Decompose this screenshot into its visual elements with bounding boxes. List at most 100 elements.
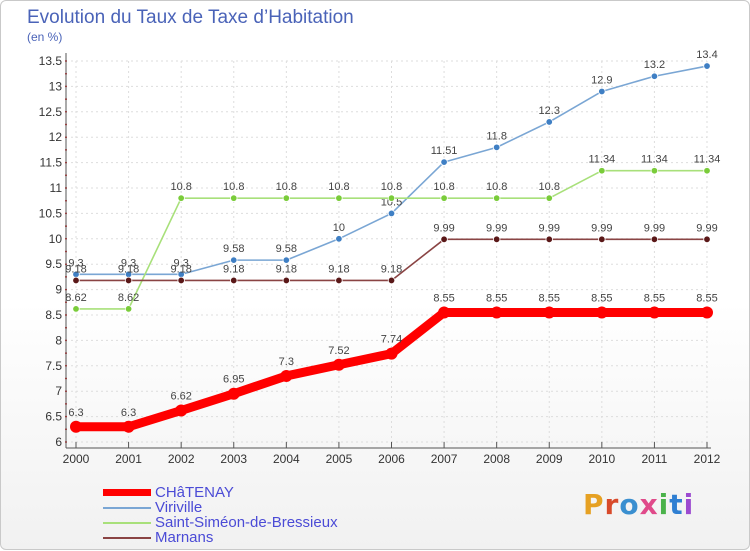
data-label: 9.58 [223,243,244,255]
data-point [598,87,606,96]
data-label: 9.99 [539,222,560,234]
data-label: 9.18 [65,263,86,275]
data-label: 6.95 [223,374,244,386]
y-tick-label: 9.5 [45,257,62,271]
data-label: 9.3 [121,257,136,269]
data-point [595,306,608,319]
data-label: 9.18 [118,263,139,275]
data-point [335,194,343,202]
x-tick-label: 2005 [326,452,353,466]
legend-swatch-saint-simeon [103,522,151,524]
data-point [230,256,238,264]
data-label: 8.62 [118,292,139,304]
data-point [124,276,133,285]
logo-letter: t [669,488,684,521]
data-label: 9.99 [696,222,717,234]
x-tick-label: 2002 [168,452,195,466]
data-point [177,194,185,202]
data-label: 9.18 [223,263,244,275]
data-point [703,167,711,175]
legend-swatch-marnans [103,537,151,539]
legend-label-saint-simeon: Saint-Siméon-de-Bressieux [155,514,338,531]
chart-unit-label: (en %) [27,30,63,44]
data-label: 6.3 [68,407,83,419]
data-point [335,235,343,243]
legend-swatch-viriville [103,507,151,509]
data-label: 13.4 [696,49,717,61]
logo-letter: i [683,488,695,521]
data-point [545,194,553,202]
data-label: 8.55 [433,292,454,304]
data-label: 9.99 [644,222,665,234]
data-point [492,143,501,152]
data-point [650,235,659,244]
x-tick-label: 2012 [694,452,721,466]
y-tick-label: 8 [55,333,62,347]
data-label: 12.9 [591,74,612,86]
data-point [703,62,711,70]
data-label: 10.8 [486,181,507,193]
data-label: 9.3 [174,257,189,269]
legend-label-marnans: Marnans [155,529,214,546]
data-point [282,256,291,264]
data-point [650,167,659,175]
data-point [490,306,503,319]
data-label: 6.62 [170,391,191,403]
data-point [70,420,82,433]
data-label: 8.55 [486,292,507,304]
data-point [438,306,451,319]
data-point [650,72,659,80]
data-label: 12.3 [539,105,560,117]
data-label: 8.62 [65,292,86,304]
data-point [440,194,448,202]
data-point [282,194,291,202]
data-label: 11.51 [431,145,458,157]
data-point [72,276,80,285]
data-label: 11.34 [694,154,721,166]
x-tick-label: 2011 [642,452,668,466]
data-label: 13.2 [644,59,665,71]
data-label: 10.8 [328,181,349,193]
data-point [282,276,291,285]
data-label: 10.5 [381,196,402,208]
data-label: 9.3 [68,257,83,269]
data-point [440,235,448,244]
x-tick-label: 2003 [220,452,247,466]
data-point [545,235,553,244]
y-tick-label: 12.5 [39,105,63,119]
logo-letter: o [619,488,640,521]
data-point [332,358,345,371]
y-tick-label: 13 [49,79,63,93]
data-label: 9.99 [486,222,507,234]
logo-letter: P [583,488,605,521]
data-point [492,194,501,202]
data-label: 8.55 [644,292,665,304]
y-tick-label: 10.5 [39,206,63,220]
data-point [387,194,396,202]
y-tick-label: 11 [50,181,63,195]
data-label: 11.34 [588,154,615,166]
y-tick-label: 8.5 [45,308,62,322]
y-tick-label: 6.5 [45,410,62,424]
logo-letter: x [639,488,659,521]
y-tick-label: 13.5 [39,54,63,68]
data-label: 10.8 [433,181,454,193]
x-tick-label: 2008 [483,452,510,466]
data-point [648,306,661,319]
data-point [230,276,238,285]
data-point [230,194,238,202]
data-label: 9.18 [276,263,297,275]
data-point [701,306,713,319]
y-tick-label: 10 [49,232,63,246]
data-label: 9.58 [276,243,297,255]
data-point [598,167,606,175]
x-tick-label: 2010 [588,452,615,466]
data-point [335,276,343,285]
series-line-0 [71,307,712,432]
y-tick-label: 7 [55,384,62,398]
legend-label-chatenay: CHâTENAY [155,484,234,501]
data-point [122,420,135,433]
data-point [387,209,396,218]
data-point [598,235,606,244]
